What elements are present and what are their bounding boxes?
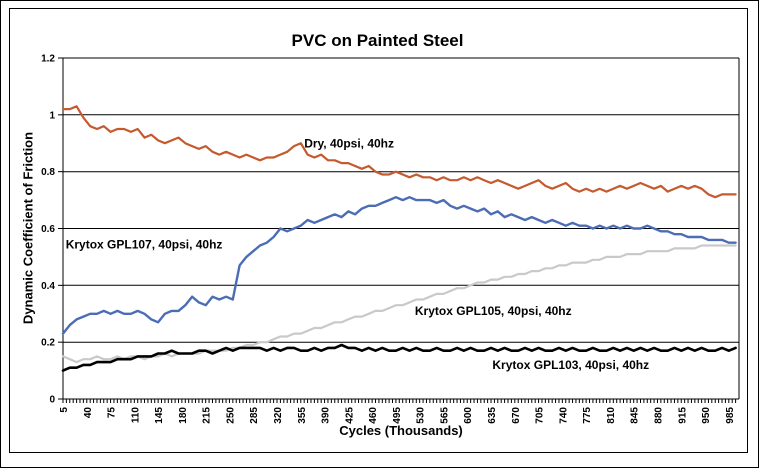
x-tick-label: 215 [202,407,213,424]
x-tick-label: 425 [344,407,355,424]
y-tick-label: 0.2 [41,338,55,349]
series-line-dry [61,105,737,199]
series-label-dry: Dry, 40psi, 40hz [304,137,394,151]
x-tick-label: 250 [226,407,237,424]
series-line-gpl103 [61,343,737,372]
gridlines [63,57,739,400]
x-tick-label: 880 [654,407,665,424]
y-tick-label: 1.2 [41,54,55,65]
y-axis-title: Dynamic Coefficient of Friction [20,131,36,325]
x-tick-label: 810 [606,407,617,424]
y-tick-label: 0.4 [41,281,55,292]
x-tick-label: 600 [463,407,474,424]
x-tick-label: 705 [535,407,546,424]
x-tick-label: 985 [725,407,736,424]
chart-title: PVC on Painted Steel [291,31,464,50]
x-axis-title: Cycles (Thousands) [339,423,463,438]
x-tick-label: 180 [178,407,189,424]
x-tick-label: 75 [107,407,118,419]
x-tick-label: 355 [297,407,308,424]
chart-frame: 0 0.2 0.4 0.6 0.8 1 1.2 5 40 75 110 145 180 215 250 285… [9,8,748,453]
x-tick-label: 390 [321,407,332,424]
x-tick-label: 915 [677,407,688,424]
x-tick-label: 775 [582,407,593,424]
x-tick-label: 320 [273,407,284,424]
y-axis-ticks: 0 0.2 0.4 0.6 0.8 1 1.2 [41,54,63,406]
series-label-gpl107: Krytox GPL107, 40psi, 40hz [66,237,223,251]
x-tick-label: 635 [487,407,498,424]
x-axis-minor-ticks [62,399,737,403]
x-tick-label: 740 [558,407,569,424]
x-tick-label: 110 [130,407,141,424]
y-tick-label: 1 [49,110,55,121]
x-tick-label: 670 [511,407,522,424]
series-label-gpl103: Krytox GPL103, 40psi, 40hz [492,358,649,372]
y-tick-label: 0 [49,395,55,406]
x-tick-label: 845 [630,407,641,424]
series-line-gpl107 [61,195,737,335]
x-tick-label: 950 [701,407,712,424]
series-label-gpl105: Krytox GPL105, 40psi, 40hz [415,304,572,318]
x-axis-tick-labels: 5 40 75 110 145 180 215 250 285 320 355 390 425 460 49… [59,407,736,424]
x-tick-label: 145 [154,407,165,424]
y-tick-label: 0.8 [41,167,55,178]
x-tick-label: 5 [59,407,70,413]
y-tick-label: 0.6 [41,224,55,235]
x-tick-label: 530 [416,407,427,424]
x-tick-label: 285 [249,407,260,424]
x-tick-label: 565 [440,407,451,424]
series-line-gpl105 [61,244,737,364]
line-chart-canvas: 0 0.2 0.4 0.6 0.8 1 1.2 5 40 75 110 145 180 215 250 285… [41,54,740,424]
x-tick-label: 40 [83,407,94,419]
x-tick-label: 460 [368,407,379,424]
x-tick-label: 495 [392,407,403,424]
